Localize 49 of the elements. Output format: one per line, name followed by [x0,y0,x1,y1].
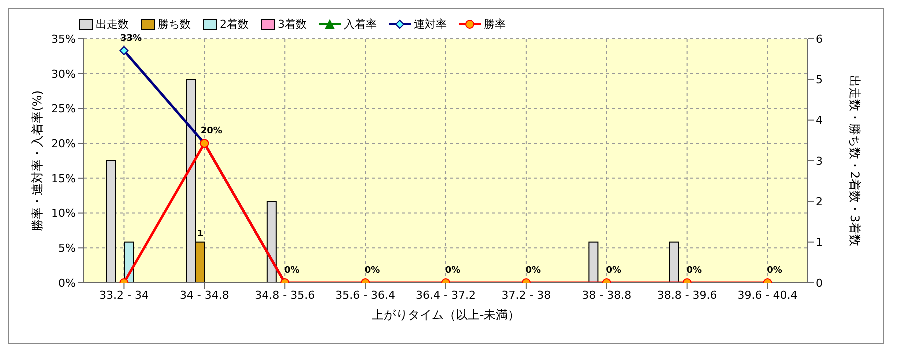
legend-label: 2着数 [220,17,249,32]
legend-label: 連対率 [414,17,447,32]
data-label: 0% [767,266,782,276]
x-tick-label: 34.8 - 35.6 [255,288,316,302]
y2-tick-label: 6 [816,32,823,46]
x-tick-label: 35.6 - 36.4 [336,288,396,302]
x-axis-title: 上がりタイム（以上-未満） [372,308,520,322]
bar [106,160,116,283]
x-tick-label: 36.4 - 37.2 [416,288,476,302]
data-label: 33% [120,34,142,44]
y-tick-label: 5% [58,242,76,256]
legend-label: 3着数 [278,17,307,32]
y-tick-label: 20% [52,137,76,150]
y2-tick-label: 5 [816,74,823,87]
y-tick-label: 10% [52,207,76,220]
y2-tick-label: 1 [816,236,823,250]
point [120,46,129,56]
y2-tick-label: 4 [816,114,823,128]
data-label: 20% [200,126,222,137]
y-tick-label: 0% [58,276,76,290]
data-label: 0% [606,266,622,276]
x-tick-label: 39.6 - 40.4 [738,288,798,302]
bar [266,201,277,283]
legend-label: 出走数 [96,17,129,32]
data-label: 0% [364,266,380,276]
y-tick-label: 15% [52,172,76,186]
data-label: 0% [445,266,461,276]
y2-tick-label: 0 [816,276,823,290]
y2-axis-title: 出走数・勝ち数・2着数・3着数 [848,75,862,247]
data-label: 0% [526,266,542,276]
legend-label: 勝率 [484,17,506,32]
x-tick-label: 34 - 34.8 [180,288,230,302]
y2-tick-label: 3 [816,154,823,168]
data-label: 0% [686,266,702,276]
data-label: 0% [284,266,300,276]
x-tick-label: 38.8 - 39.6 [657,288,718,302]
y-axis-title: 勝率・連対率・入着率(%) [30,90,44,232]
y2-tick-label: 2 [816,196,823,209]
x-tick-label: 38 - 38.8 [582,288,632,302]
bar [588,242,599,283]
legend-label: 入着率 [344,17,377,32]
y-tick-label: 30% [52,68,76,81]
bar [669,242,680,283]
y-tick-label: 35% [52,32,76,46]
y-tick-label: 25% [52,102,76,116]
x-tick-label: 33.2 - 34 [99,288,149,302]
legend-label: 勝ち数 [158,17,191,32]
x-tick-label: 37.2 - 38 [502,288,552,302]
data-label: 1 [197,229,204,240]
